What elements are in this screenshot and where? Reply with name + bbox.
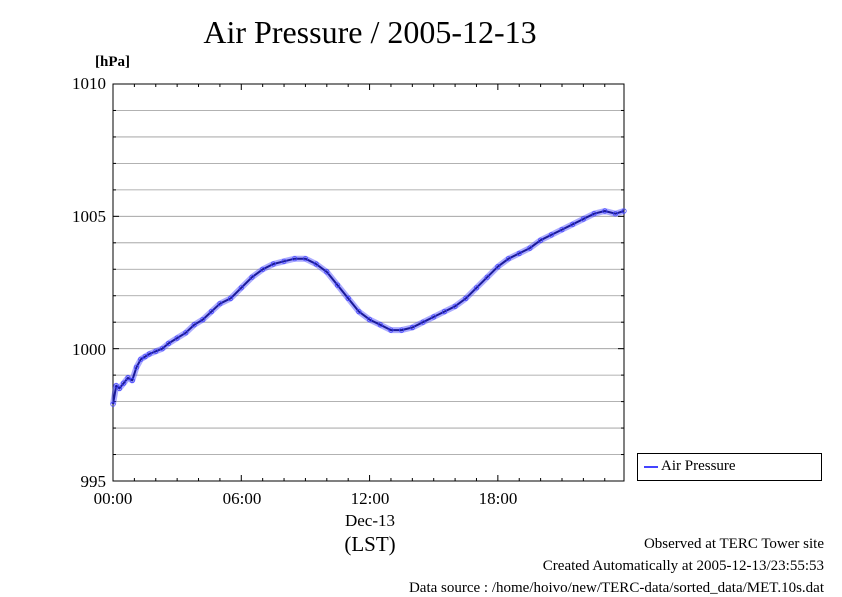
data-point (110, 401, 116, 407)
data-point (138, 356, 144, 362)
data-point (146, 351, 152, 357)
data-point (602, 208, 608, 214)
plot-frame (112, 83, 625, 482)
data-point (217, 301, 223, 307)
data-point (292, 256, 298, 262)
data-point (473, 285, 480, 291)
x-tick-label: 00:00 (93, 489, 133, 508)
series-group (110, 208, 627, 407)
data-point (559, 227, 565, 233)
data-point (431, 314, 437, 320)
x-tick-label: 12:00 (350, 489, 390, 508)
x-date-label: Dec-13 (344, 511, 396, 530)
data-point (356, 308, 362, 315)
data-point (420, 319, 426, 325)
data-point (398, 327, 405, 333)
y-tick-label: 1005 (72, 207, 106, 226)
data-point (116, 385, 123, 391)
chart-title: Air Pressure / 2005-12-13 (203, 14, 537, 50)
data-point (200, 316, 206, 323)
data-point (113, 383, 119, 389)
grid-lines (113, 110, 624, 455)
data-point (537, 237, 544, 243)
data-point (591, 211, 597, 217)
data-point (238, 285, 244, 291)
data-point (409, 324, 415, 331)
y-tick-label: 995 (80, 472, 107, 491)
data-point (612, 211, 619, 217)
data-point (516, 250, 522, 256)
data-point (324, 269, 330, 275)
footer-site: Observed at TERC Tower site (643, 536, 824, 552)
data-point (452, 303, 458, 309)
data-point (495, 263, 501, 270)
data-point (313, 261, 319, 267)
data-point (129, 377, 135, 383)
x-unit-label: (LST) (344, 532, 396, 556)
data-point (260, 266, 266, 272)
data-point (270, 261, 276, 267)
data-point (228, 295, 234, 301)
data-point (377, 322, 383, 328)
data-point (505, 256, 512, 262)
axis-ticks (112, 83, 624, 482)
data-point (580, 216, 587, 222)
legend: Air Pressure (637, 453, 822, 481)
data-point (527, 245, 533, 251)
data-point (570, 221, 576, 227)
data-point (142, 353, 148, 360)
data-point (249, 274, 255, 280)
data-point (121, 380, 127, 386)
footer-source: Data source : /home/hoivo/new/TERC-data/… (408, 580, 824, 596)
data-point (463, 295, 469, 301)
data-point (441, 308, 447, 315)
data-point (133, 364, 140, 370)
data-point (302, 256, 308, 262)
y-tick-label: 1010 (72, 74, 106, 93)
data-point (153, 348, 159, 354)
data-point (166, 340, 172, 346)
data-point (159, 346, 165, 352)
data-point (183, 330, 189, 336)
data-point (548, 232, 554, 238)
data-point (388, 327, 394, 333)
data-point (621, 208, 627, 214)
data-point (334, 282, 341, 288)
data-point (208, 308, 214, 315)
data-point (366, 316, 373, 323)
data-point (345, 295, 351, 301)
data-point (281, 258, 287, 264)
y-tick-label: 1000 (72, 340, 106, 359)
data-point (125, 375, 131, 381)
x-tick-label: 06:00 (222, 489, 262, 508)
legend-label: Air Pressure (661, 458, 736, 474)
footer-created: Created Automatically at 2005-12-13/23:5… (542, 558, 824, 574)
data-point (191, 322, 197, 328)
x-tick-label: 18:00 (478, 489, 518, 508)
data-point (174, 335, 180, 341)
y-axis-unit-label: [hPa] (95, 54, 130, 70)
legend-swatch (644, 466, 658, 468)
data-point (484, 274, 490, 280)
